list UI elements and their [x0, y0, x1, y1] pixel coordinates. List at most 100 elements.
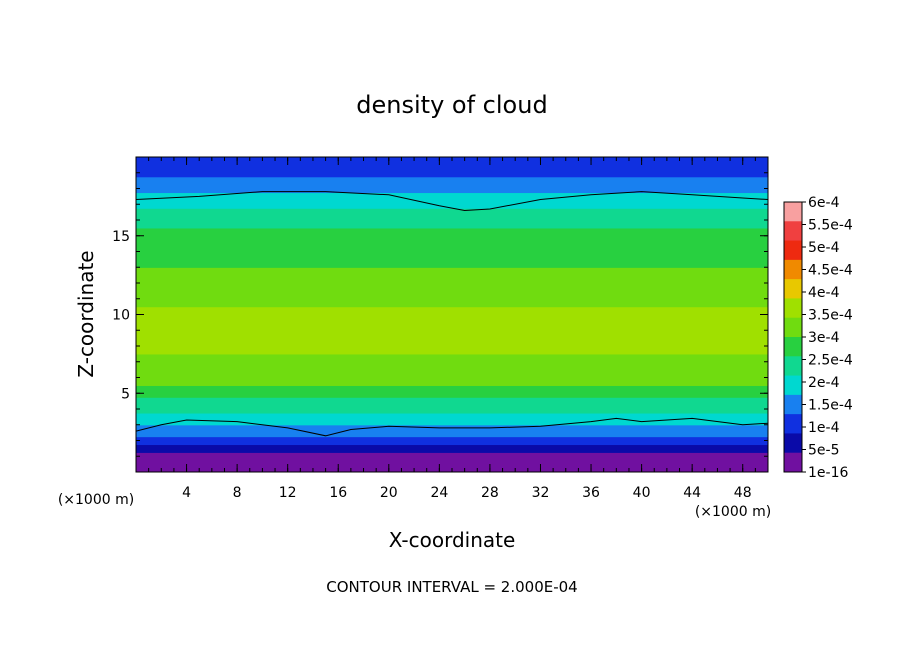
- field-band: [136, 302, 768, 308]
- field-band: [136, 220, 768, 225]
- field-band: [136, 377, 768, 383]
- colorbar-swatch: [784, 240, 802, 261]
- field-band: [136, 247, 768, 253]
- field-band: [136, 405, 768, 410]
- contour-line: [136, 417, 768, 437]
- field-band: [136, 279, 768, 284]
- field-band: [136, 176, 768, 182]
- field-band: [136, 393, 768, 398]
- colorbar-label: 3.5e-4: [808, 308, 853, 324]
- contour-interval: CONTOUR INTERVAL = 2.000E-04: [326, 578, 577, 596]
- field-band: [136, 346, 768, 351]
- field-band: [136, 184, 768, 190]
- colorbar-swatch: [784, 452, 802, 473]
- field-band: [136, 160, 768, 166]
- field-band: [136, 243, 768, 249]
- y-axis-label: Z-coordinate: [74, 250, 98, 377]
- x-units-left: (×1000 m): [58, 492, 134, 508]
- x-tick-label: 24: [430, 485, 448, 501]
- colorbar: 6e-4 5.5e-4 5e-4 4.5e-4 4e-4 3.5e-4 3e-4 2.5e-4…: [783, 195, 853, 481]
- colorbar-swatch: [784, 259, 802, 280]
- x-tick-label: 44: [683, 485, 701, 501]
- contour-line: [136, 191, 768, 212]
- field-band: [136, 409, 768, 414]
- field-band: [136, 353, 768, 359]
- field-band: [136, 432, 768, 438]
- field-band: [136, 255, 768, 260]
- x-axis-label: X-coordinate: [389, 528, 516, 552]
- field-band: [136, 172, 768, 178]
- colorbar-swatch: [784, 221, 802, 242]
- colorbar-label: 5e-5: [808, 443, 839, 459]
- field-band: [136, 334, 768, 339]
- field-band: [136, 180, 768, 186]
- colorbar-label: 2e-4: [808, 375, 840, 391]
- x-tick-label: 16: [329, 485, 347, 501]
- y-tick-label: 5: [121, 386, 130, 402]
- field-band: [136, 298, 768, 304]
- field-band: [136, 208, 768, 213]
- x-units-right: (×1000 m): [695, 504, 771, 520]
- field-band: [136, 271, 768, 276]
- colorbar-swatch: [784, 375, 802, 396]
- field-band: [136, 204, 768, 209]
- colorbar-swatch: [784, 279, 802, 299]
- field-band: [136, 381, 768, 386]
- field-band: [136, 361, 768, 367]
- field-band: [136, 416, 768, 422]
- colorbar-label: 3e-4: [808, 330, 840, 346]
- colorbar-swatch: [784, 356, 802, 377]
- colorbar-label: 2.5e-4: [808, 353, 853, 369]
- field-band: [136, 440, 768, 446]
- field-band: [136, 389, 768, 394]
- field-band: [136, 373, 768, 379]
- field-band: [136, 239, 768, 245]
- field-band: [136, 168, 768, 174]
- field-band: [136, 294, 768, 300]
- field-band: [136, 338, 768, 343]
- y-tick-label: 10: [112, 308, 130, 324]
- field-band: [136, 306, 768, 312]
- field-band: [136, 357, 768, 363]
- field-band: [136, 401, 768, 406]
- field-band: [136, 275, 768, 280]
- field-band: [136, 310, 768, 316]
- x-tick-label: 48: [734, 485, 752, 501]
- colorbar-label: 1.5e-4: [808, 398, 853, 414]
- field-band: [136, 318, 768, 323]
- colorbar-label: 6e-4: [808, 195, 840, 211]
- colorbar-label: 5e-4: [808, 240, 840, 256]
- x-axis: 4 8 12 16 20 24 28 32 36 40 44 48: [148, 157, 756, 501]
- x-tick-label: 12: [279, 485, 297, 501]
- field-band: [136, 290, 768, 296]
- field-band: [136, 349, 768, 355]
- colorbar-label: 5.5e-4: [808, 218, 853, 234]
- colorbar-swatch: [784, 433, 802, 454]
- field-band: [136, 326, 768, 331]
- field-band: [136, 188, 768, 194]
- colorbar-label: 1e-4: [808, 420, 840, 436]
- colorbar-swatch: [784, 202, 802, 222]
- field-band: [136, 164, 768, 170]
- field-band: [136, 436, 768, 442]
- field-band: [136, 283, 768, 288]
- colorbar-label: 4e-4: [808, 285, 840, 301]
- plot-area: [135, 156, 769, 473]
- x-tick-label: 36: [582, 485, 600, 501]
- y-axis: 5 10 15: [112, 172, 768, 457]
- colorbar-swatch: [784, 337, 802, 357]
- field-band: [136, 200, 768, 205]
- field-band: [136, 231, 768, 237]
- field-band: [136, 286, 768, 292]
- x-tick-label: 28: [481, 485, 499, 501]
- field-band: [136, 428, 768, 434]
- field-band: [136, 216, 768, 221]
- field-band: [136, 448, 768, 453]
- field-band: [136, 259, 768, 264]
- x-tick-label: 20: [380, 485, 398, 501]
- y-tick-label: 15: [112, 229, 130, 245]
- field-band: [136, 385, 768, 390]
- colorbar-swatch: [784, 414, 802, 434]
- x-tick-label: 8: [233, 485, 242, 501]
